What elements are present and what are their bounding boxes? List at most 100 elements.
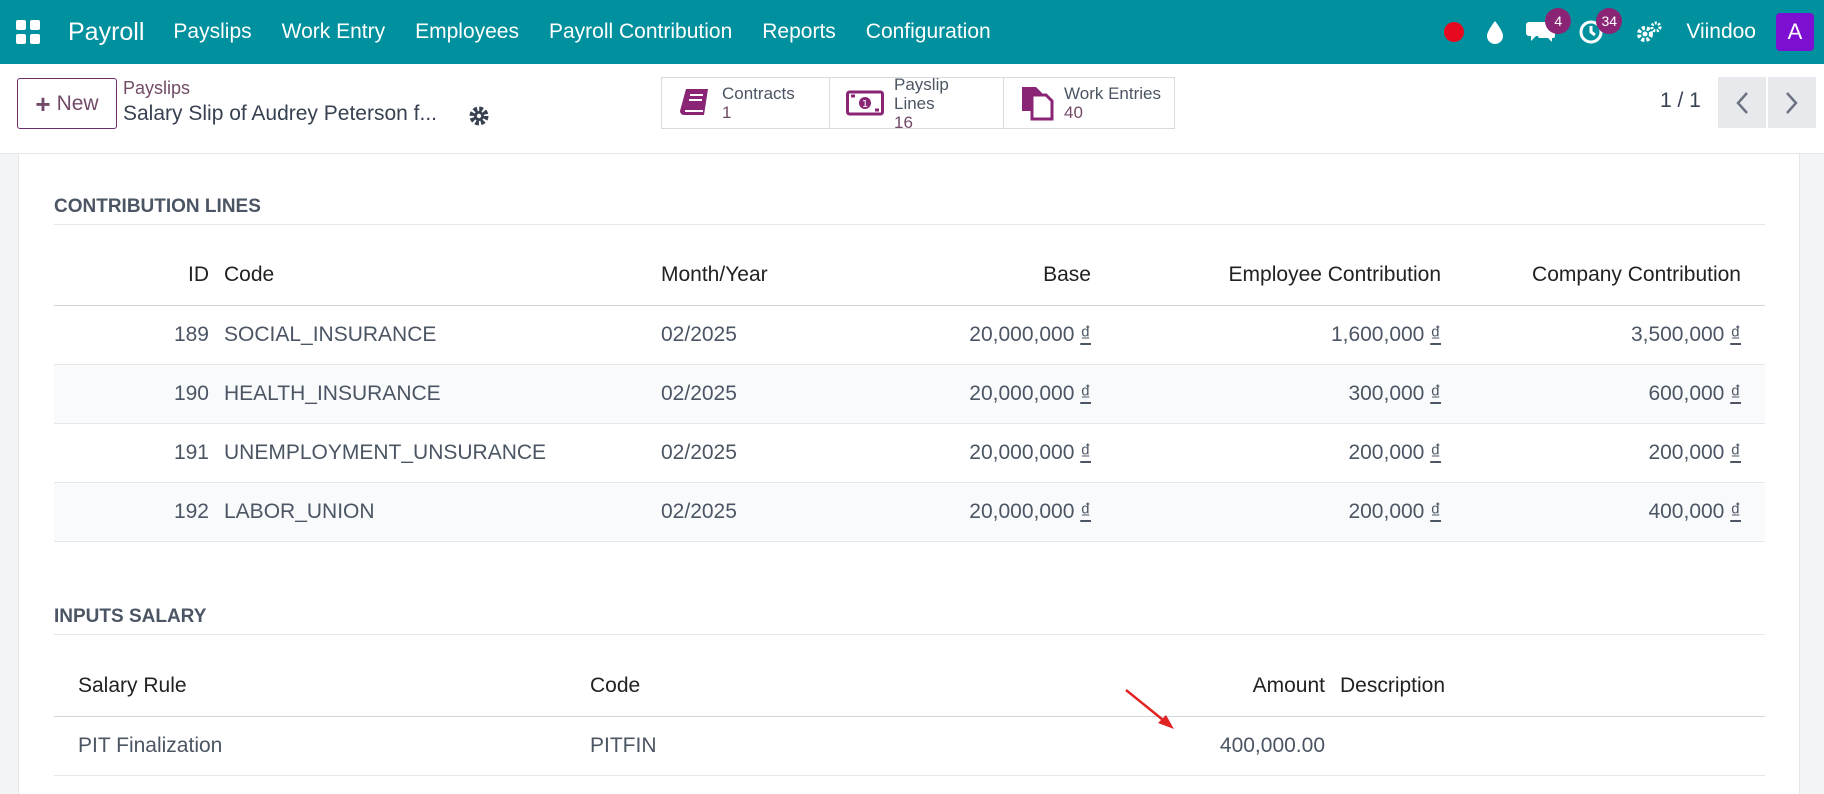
currency-symbol: ₫	[1430, 499, 1441, 523]
row-base: 20,000,000 ₫	[861, 423, 1091, 483]
contracts-smart-button[interactable]: Contracts 1	[662, 78, 830, 128]
smart-buttons: Contracts 1 1 Payslip Lines 16 Work Entr…	[661, 75, 1175, 132]
top-navbar: Payroll Payslips Work Entry Employees Pa…	[0, 0, 1824, 64]
chevron-left-icon	[1736, 91, 1748, 114]
row-month: 02/2025	[661, 482, 861, 542]
currency-symbol: ₫	[1080, 322, 1091, 346]
contracts-count: 1	[722, 103, 732, 122]
table-row[interactable]: 189 SOCIAL_INSURANCE 02/2025 20,000,000 …	[54, 305, 1765, 365]
work-entries-label: Work Entries	[1064, 84, 1161, 103]
payslip-lines-smart-button[interactable]: 1 Payslip Lines 16	[830, 75, 1004, 132]
user-avatar[interactable]: A	[1776, 13, 1814, 51]
table-header-row: ID Code Month/Year Base Employee Contrib…	[54, 246, 1765, 306]
section-divider	[54, 224, 1765, 225]
currency-symbol: ₫	[1430, 322, 1441, 346]
apps-menu-icon[interactable]	[0, 0, 56, 64]
col-month-year[interactable]: Month/Year	[661, 246, 861, 306]
currency-symbol: ₫	[1730, 322, 1741, 346]
table-header-row: Salary Rule Code Amount Description	[54, 657, 1765, 717]
base-value: 20,000,000	[969, 381, 1075, 405]
pager-previous-button[interactable]	[1718, 77, 1766, 128]
row-code: HEALTH_INSURANCE	[209, 364, 661, 424]
col-code[interactable]: Code	[209, 246, 661, 306]
employee-value: 200,000	[1348, 440, 1425, 464]
table-row[interactable]: 190 HEALTH_INSURANCE 02/2025 20,000,000 …	[54, 364, 1765, 424]
work-entries-smart-button[interactable]: Work Entries 40	[1004, 78, 1174, 128]
menu-payroll-contribution[interactable]: Payroll Contribution	[548, 20, 733, 43]
recording-icon[interactable]	[1433, 0, 1475, 64]
messages-icon[interactable]: 4	[1515, 0, 1572, 64]
app-brand[interactable]: Payroll	[68, 17, 145, 46]
col-id[interactable]: ID	[54, 246, 209, 306]
record-title: Salary Slip of Audrey Peterson f...	[123, 102, 437, 125]
col-description[interactable]: Description	[1325, 657, 1765, 717]
section-divider	[54, 634, 1765, 635]
row-code: SOCIAL_INSURANCE	[209, 305, 661, 365]
pager-next-button[interactable]	[1768, 77, 1816, 128]
row-id: 189	[54, 305, 209, 365]
row-company: 3,500,000 ₫	[1441, 305, 1765, 365]
menu-work-entry[interactable]: Work Entry	[281, 20, 386, 43]
col-salary-rule[interactable]: Salary Rule	[54, 657, 590, 717]
row-description	[1325, 716, 1765, 776]
new-button[interactable]: + New	[17, 78, 117, 129]
messages-badge: 4	[1545, 8, 1572, 34]
employee-value: 200,000	[1348, 499, 1425, 523]
row-employee: 300,000 ₫	[1091, 364, 1441, 424]
row-id: 190	[54, 364, 209, 424]
book-icon	[678, 87, 712, 119]
annotation-arrow-icon	[1125, 689, 1174, 729]
row-code: PITFIN	[590, 716, 1040, 776]
money-icon: 1	[846, 90, 884, 116]
contribution-lines-title: CONTRIBUTION LINES	[54, 196, 261, 217]
currency-symbol: ₫	[1730, 440, 1741, 464]
currency-symbol: ₫	[1080, 381, 1091, 405]
files-icon	[1020, 85, 1054, 121]
plus-icon: +	[35, 88, 51, 119]
company-switcher[interactable]: Viindoo	[1686, 20, 1756, 43]
col-code[interactable]: Code	[590, 657, 1040, 717]
col-base[interactable]: Base	[861, 246, 1091, 306]
company-value: 600,000	[1648, 381, 1725, 405]
row-base: 20,000,000 ₫	[861, 482, 1091, 542]
breadcrumb-payslips[interactable]: Payslips	[123, 78, 191, 98]
company-value: 200,000	[1648, 440, 1725, 464]
activity-clock-icon[interactable]: 34	[1567, 0, 1624, 64]
activities-badge: 34	[1596, 8, 1623, 34]
menu-reports[interactable]: Reports	[762, 20, 836, 43]
currency-symbol: ₫	[1730, 381, 1741, 405]
currency-symbol: ₫	[1430, 381, 1441, 405]
menu-configuration[interactable]: Configuration	[865, 20, 991, 43]
inputs-salary-table: Salary Rule Code Amount Description PIT …	[54, 657, 1765, 776]
row-employee: 200,000 ₫	[1091, 423, 1441, 483]
pager-value[interactable]: 1 / 1	[1660, 89, 1701, 112]
table-row[interactable]: PIT Finalization PITFIN 400,000.00	[54, 716, 1765, 776]
row-employee: 200,000 ₫	[1091, 482, 1441, 542]
inputs-salary-title: INPUTS SALARY	[54, 606, 207, 627]
company-value: 400,000	[1648, 499, 1725, 523]
row-month: 02/2025	[661, 364, 861, 424]
drop-icon[interactable]	[1475, 0, 1515, 64]
employee-value: 300,000	[1348, 381, 1425, 405]
base-value: 20,000,000	[969, 440, 1075, 464]
menu-employees[interactable]: Employees	[415, 20, 519, 43]
row-month: 02/2025	[661, 423, 861, 483]
currency-symbol: ₫	[1730, 499, 1741, 523]
col-amount[interactable]: Amount	[1040, 657, 1325, 717]
row-employee: 1,600,000 ₫	[1091, 305, 1441, 365]
company-value: 3,500,000	[1630, 322, 1725, 346]
settings-gears-icon[interactable]	[1624, 0, 1674, 64]
table-row[interactable]: 191 UNEMPLOYMENT_UNSURANCE 02/2025 20,00…	[54, 423, 1765, 483]
currency-symbol: ₫	[1080, 440, 1091, 464]
row-base: 20,000,000 ₫	[861, 364, 1091, 424]
menu-payslips[interactable]: Payslips	[173, 20, 252, 43]
col-company-contribution[interactable]: Company Contribution	[1441, 246, 1765, 306]
row-code: LABOR_UNION	[209, 482, 661, 542]
col-employee-contribution[interactable]: Employee Contribution	[1091, 246, 1441, 306]
row-company: 600,000 ₫	[1441, 364, 1765, 424]
table-row[interactable]: 192 LABOR_UNION 02/2025 20,000,000 ₫ 200…	[54, 482, 1765, 542]
gear-icon[interactable]	[468, 105, 490, 132]
control-panel: + New Payslips Salary Slip of Audrey Pet…	[0, 64, 1824, 154]
base-value: 20,000,000	[969, 499, 1075, 523]
payslip-lines-count: 16	[894, 112, 913, 132]
